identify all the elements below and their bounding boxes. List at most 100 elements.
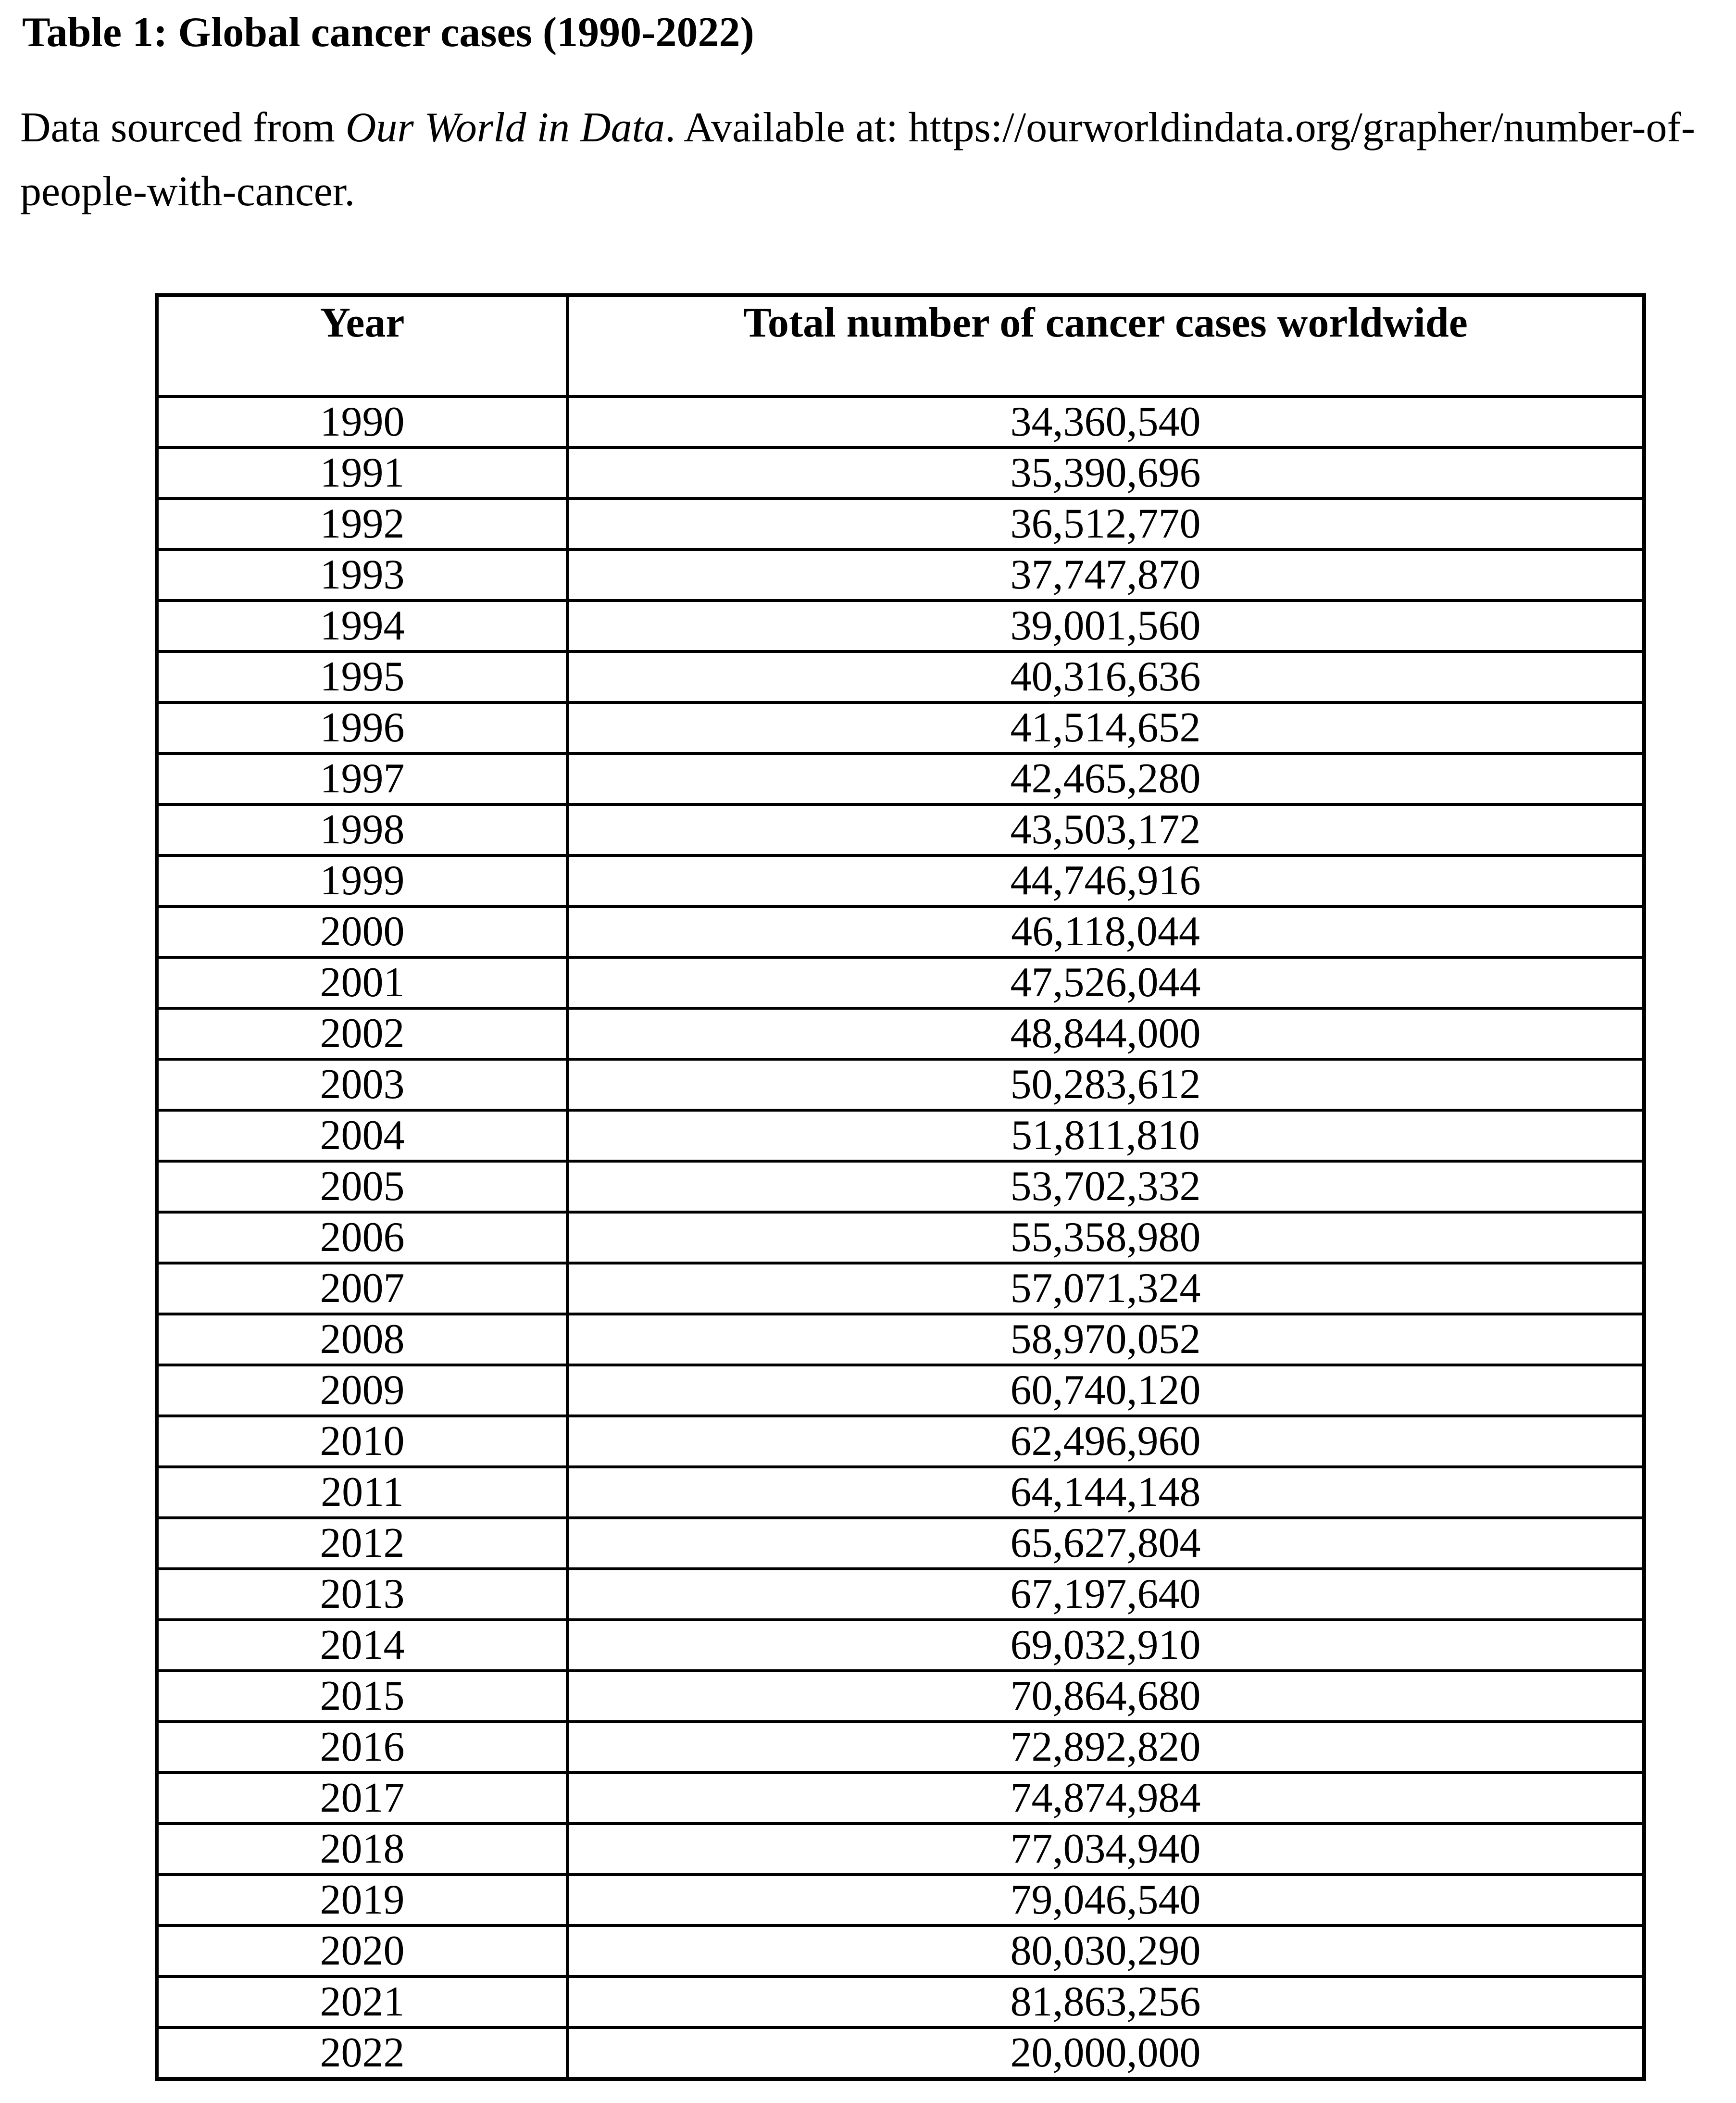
cases-cell: 79,046,540	[566, 1873, 1646, 1927]
table-row: 1993 37,747,870	[155, 548, 1646, 602]
year-cell: 2022	[155, 2026, 569, 2080]
table-row: 1997 42,465,280	[155, 752, 1646, 806]
year-cell: 1991	[155, 446, 569, 500]
cases-cell: 44,746,916	[566, 854, 1646, 908]
table-row: 2014 69,032,910	[155, 1618, 1646, 1672]
cases-cell: 64,144,148	[566, 1465, 1646, 1519]
table-row: 2020 80,030,290	[155, 1924, 1646, 1978]
year-cell: 2016	[155, 1720, 569, 1774]
cases-cell: 42,465,280	[566, 752, 1646, 806]
year-cell: 1992	[155, 497, 569, 551]
year-cell: 2000	[155, 905, 569, 959]
table-row: 2008 58,970,052	[155, 1313, 1646, 1366]
table-row: 2022 20,000,000	[155, 2026, 1646, 2080]
cases-cell: 39,001,560	[566, 599, 1646, 653]
page-title: Table 1: Global cancer cases (1990-2022)	[22, 9, 754, 56]
cases-cell: 35,390,696	[566, 446, 1646, 500]
year-cell: 2005	[155, 1160, 569, 1214]
year-cell: 1990	[155, 395, 569, 449]
year-cell: 2018	[155, 1822, 569, 1876]
cases-cell: 43,503,172	[566, 803, 1646, 857]
table-row: 1996 41,514,652	[155, 701, 1646, 755]
table-row: 1999 44,746,916	[155, 854, 1646, 908]
cases-cell: 55,358,980	[566, 1211, 1646, 1264]
cancer-cases-table: Year Total number of cancer cases worldw…	[155, 293, 1646, 2081]
cases-cell: 60,740,120	[566, 1364, 1646, 1417]
year-cell: 2008	[155, 1313, 569, 1366]
table-row: 2009 60,740,120	[155, 1364, 1646, 1417]
table-row: 1995 40,316,636	[155, 650, 1646, 704]
table-row: 2018 77,034,940	[155, 1822, 1646, 1876]
cases-cell: 72,892,820	[566, 1720, 1646, 1774]
year-cell: 2017	[155, 1771, 569, 1825]
year-cell: 2001	[155, 956, 569, 1010]
table-row: 2005 53,702,332	[155, 1160, 1646, 1214]
year-cell: 2015	[155, 1669, 569, 1723]
cases-cell: 77,034,940	[566, 1822, 1646, 1876]
year-cell: 2009	[155, 1364, 569, 1417]
year-cell: 1994	[155, 599, 569, 653]
year-cell: 2006	[155, 1211, 569, 1264]
cases-cell: 70,864,680	[566, 1669, 1646, 1723]
cases-cell: 69,032,910	[566, 1618, 1646, 1672]
cases-cell: 74,874,984	[566, 1771, 1646, 1825]
year-cell: 2010	[155, 1415, 569, 1468]
cases-cell: 81,863,256	[566, 1975, 1646, 2029]
year-cell: 1998	[155, 803, 569, 857]
cases-cell: 20,000,000	[566, 2026, 1646, 2080]
table-row: 1991 35,390,696	[155, 446, 1646, 500]
year-cell: 2012	[155, 1516, 569, 1570]
cases-cell: 46,118,044	[566, 905, 1646, 959]
table-row: 2002 48,844,000	[155, 1007, 1646, 1061]
year-cell: 2014	[155, 1618, 569, 1672]
year-cell: 1993	[155, 548, 569, 602]
source-line1-rest: . Available at: https://ourworldindata.o…	[665, 104, 1696, 151]
table-row: 2004 51,811,810	[155, 1109, 1646, 1163]
cases-cell: 80,030,290	[566, 1924, 1646, 1978]
table-body: 1990 34,360,540 1991 35,390,696 1992 36,…	[155, 395, 1646, 2080]
table-row: 1990 34,360,540	[155, 395, 1646, 449]
cases-cell: 48,844,000	[566, 1007, 1646, 1061]
table-row: 1992 36,512,770	[155, 497, 1646, 551]
source-line-2: people-with-cancer.	[20, 168, 355, 215]
cases-cell: 37,747,870	[566, 548, 1646, 602]
year-cell: 2003	[155, 1058, 569, 1112]
table-row: 2016 72,892,820	[155, 1720, 1646, 1774]
table-row: 1994 39,001,560	[155, 599, 1646, 653]
table-row: 2001 47,526,044	[155, 956, 1646, 1010]
table-row: 2013 67,197,640	[155, 1567, 1646, 1621]
year-column-header: Year	[155, 294, 569, 398]
table-row: 2000 46,118,044	[155, 905, 1646, 959]
year-cell: 2021	[155, 1975, 569, 2029]
cases-cell: 36,512,770	[566, 497, 1646, 551]
year-cell: 2013	[155, 1567, 569, 1621]
table-row: 2012 65,627,804	[155, 1516, 1646, 1570]
year-cell: 1997	[155, 752, 569, 806]
table-row: 2021 81,863,256	[155, 1975, 1646, 2029]
source-line-1: Data sourced from Our World in Data. Ava…	[20, 96, 1695, 160]
cases-cell: 62,496,960	[566, 1415, 1646, 1468]
year-cell: 1996	[155, 701, 569, 755]
table-row: 2017 74,874,984	[155, 1771, 1646, 1825]
table-row: 2007 57,071,324	[155, 1262, 1646, 1315]
source-paragraph: Data sourced from Our World in Data. Ava…	[20, 96, 1695, 224]
year-cell: 2002	[155, 1007, 569, 1061]
cases-column-header: Total number of cancer cases worldwide	[566, 294, 1646, 398]
year-cell: 1999	[155, 854, 569, 908]
cases-cell: 34,360,540	[566, 395, 1646, 449]
year-cell: 2019	[155, 1873, 569, 1927]
table-row: 2019 79,046,540	[155, 1873, 1646, 1927]
table-row: 2010 62,496,960	[155, 1415, 1646, 1468]
cases-cell: 41,514,652	[566, 701, 1646, 755]
header-row: Year Total number of cancer cases worldw…	[155, 294, 1646, 398]
table-row: 2015 70,864,680	[155, 1669, 1646, 1723]
cases-cell: 40,316,636	[566, 650, 1646, 704]
cases-cell: 51,811,810	[566, 1109, 1646, 1163]
cases-cell: 50,283,612	[566, 1058, 1646, 1112]
source-italic: Our World in Data	[345, 104, 665, 151]
table-row: 2011 64,144,148	[155, 1465, 1646, 1519]
table-row: 1998 43,503,172	[155, 803, 1646, 857]
year-cell: 2007	[155, 1262, 569, 1315]
year-cell: 2011	[155, 1465, 569, 1519]
